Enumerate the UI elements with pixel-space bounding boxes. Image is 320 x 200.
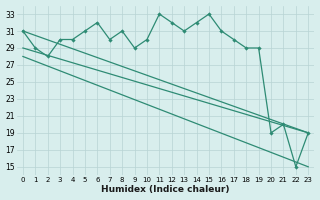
X-axis label: Humidex (Indice chaleur): Humidex (Indice chaleur) bbox=[101, 185, 230, 194]
